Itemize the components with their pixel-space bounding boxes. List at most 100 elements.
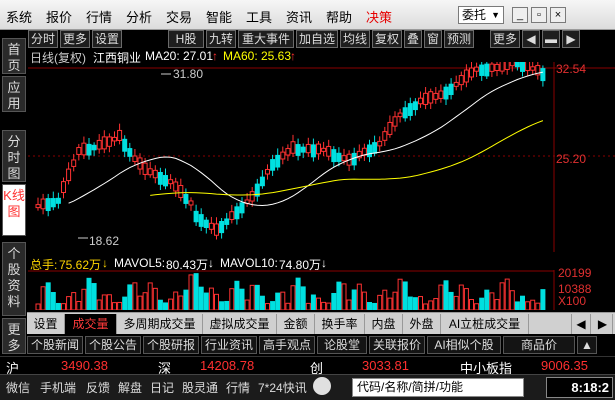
candle-body [265,168,270,175]
menu-analysis[interactable]: 分析 [126,10,153,25]
volume-chart[interactable] [28,270,615,310]
sidebar-tab-home[interactable]: 首页 [2,38,26,74]
tab-volume[interactable]: 成交量 [65,314,117,334]
close-button[interactable]: × [550,7,566,23]
toolbar-ma-button[interactable]: 均线 [340,30,370,48]
stock-name: 江西铜业 [93,51,142,65]
tab-turnover[interactable]: 换手率 [315,314,365,334]
toolbar-major-events-button[interactable]: 重大事件 [238,30,294,48]
price-axis-top: 32.54 [556,62,587,76]
toolbar-settings-button[interactable]: 设置 [92,30,122,48]
candle-body [61,181,66,194]
menu-trade[interactable]: 交易 [166,10,193,25]
candle-body [525,62,531,72]
news-announcements[interactable]: 个股公告 [85,336,141,354]
volume-bar [494,299,500,310]
mavol5-label: MAVOL5: [114,256,166,270]
tab-amount[interactable]: 金额 [277,314,315,334]
menu-decision[interactable]: 决策 [366,10,393,25]
menu-smart[interactable]: 智能 [206,10,233,25]
menu-tools[interactable]: 工具 [246,10,273,25]
volume-bar [295,277,301,310]
assistant-avatar-icon[interactable] [313,377,331,395]
weituo-dropdown[interactable]: 委托 ▼ [458,6,504,24]
sidebar-tab-kline[interactable]: K线图 [2,184,26,236]
candle-body [152,169,158,179]
tab-ai-volume[interactable]: AI立桩成交量 [441,314,529,334]
sidebar-tab-stock-info[interactable]: 个股资料 [2,242,26,316]
taskbar-diary[interactable]: 日记 [150,381,175,395]
toolbar-more2-button[interactable]: 更多 [490,30,520,48]
tabs-scroll-left-icon[interactable]: ◀ [571,314,591,334]
news-forum[interactable]: 论股堂 [317,336,367,354]
volume-bar [484,289,490,310]
toolbar-adjust-button[interactable]: 复权 [372,30,402,48]
toolbar-more-button[interactable]: 更多 [60,30,90,48]
candle-body [520,62,525,72]
expand-up-icon[interactable]: ▲ [577,336,597,354]
taskbar-gulingtong[interactable]: 股灵通 [182,381,219,395]
menu-quote[interactable]: 报价 [46,10,73,25]
candle-body [428,91,434,104]
news-industry[interactable]: 行业资讯 [201,336,257,354]
news-expert-views[interactable]: 高手观点 [259,336,315,354]
taskbar-market[interactable]: 行情 [226,381,251,395]
volume-bar [458,284,464,310]
taskbar-analysis[interactable]: 解盘 [118,381,143,395]
tab-virtual-volume[interactable]: 虚拟成交量 [203,314,277,334]
taskbar-mobile[interactable]: 手机端 [40,381,77,395]
restore-button[interactable]: ▫ [531,7,547,23]
candle-body [96,139,102,150]
candle-body [127,148,133,157]
menu-market[interactable]: 行情 [86,10,113,25]
index-sh-value[interactable]: 3490.38 [61,358,108,373]
toolbar-forecast-button[interactable]: 预测 [444,30,474,48]
toolbar-add-watchlist-button[interactable]: 加自选 [296,30,338,48]
volume-bar [219,301,225,310]
sidebar-tab-more[interactable]: 更多 [2,318,26,354]
news-reports[interactable]: 个股研报 [143,336,199,354]
volume-bar [244,299,250,310]
index-cy-value[interactable]: 3033.81 [362,358,409,373]
indicator-tab-bar: 设置 成交量 多周期成交量 虚拟成交量 金额 换手率 内盘 外盘 AI立桩成交量… [27,312,615,334]
volume-bar [239,288,245,310]
index-zxb-value[interactable]: 9006.35 [541,358,588,373]
tab-inner[interactable]: 内盘 [365,314,403,334]
search-input[interactable]: 代码/名称/简拼/功能 [352,378,524,397]
toolbar-overlay-button[interactable]: 叠 [404,30,422,48]
candle-body [336,152,342,162]
sidebar-tab-timeshare[interactable]: 分时图 [2,130,26,182]
volume-bar [147,282,153,310]
candle-body [509,62,515,67]
news-related-quotes[interactable]: 关联报价 [369,336,425,354]
news-commodity-price[interactable]: 商品价 [503,336,575,354]
volume-bar [275,292,281,310]
index-sz-value[interactable]: 14208.78 [200,358,255,373]
menu-system[interactable]: 系统 [6,10,33,25]
volume-bar [525,301,531,310]
taskbar-flash-news[interactable]: 7*24快讯 [258,381,307,395]
taskbar-wechat[interactable]: 微信 [6,381,31,395]
sidebar-tab-apps[interactable]: 应用 [2,76,26,112]
candle-body [372,142,378,154]
toolbar-jiuzhuan-button[interactable]: 九转 [206,30,236,48]
toolbar-window-button[interactable]: 窗 [424,30,442,48]
mavol10-down-icon: ↓ [321,256,327,270]
tab-settings[interactable]: 设置 [27,314,65,334]
toolbar-hshare-button[interactable]: H股 [168,30,204,48]
tab-multi-period-volume[interactable]: 多周期成交量 [117,314,203,334]
tabs-scroll-right-icon[interactable]: ▶ [593,314,613,334]
toolbar-timeshare-button[interactable]: 分时 [28,30,58,48]
menu-news[interactable]: 资讯 [286,10,313,25]
kline-chart[interactable]: 31.80 18.62 [28,62,615,252]
tab-outer[interactable]: 外盘 [403,314,441,334]
news-stock-news[interactable]: 个股新闻 [27,336,83,354]
volume-bar [331,292,337,310]
play-back-icon[interactable]: ◀ [522,30,540,48]
news-ai-similar[interactable]: AI相似个股 [427,336,501,354]
menu-help[interactable]: 帮助 [326,10,353,25]
stop-icon[interactable]: ▬ [542,30,560,48]
minimize-button[interactable]: _ [512,7,528,23]
taskbar-feedback[interactable]: 反馈 [86,381,111,395]
scroll-right-icon[interactable]: ▶ [562,30,580,48]
